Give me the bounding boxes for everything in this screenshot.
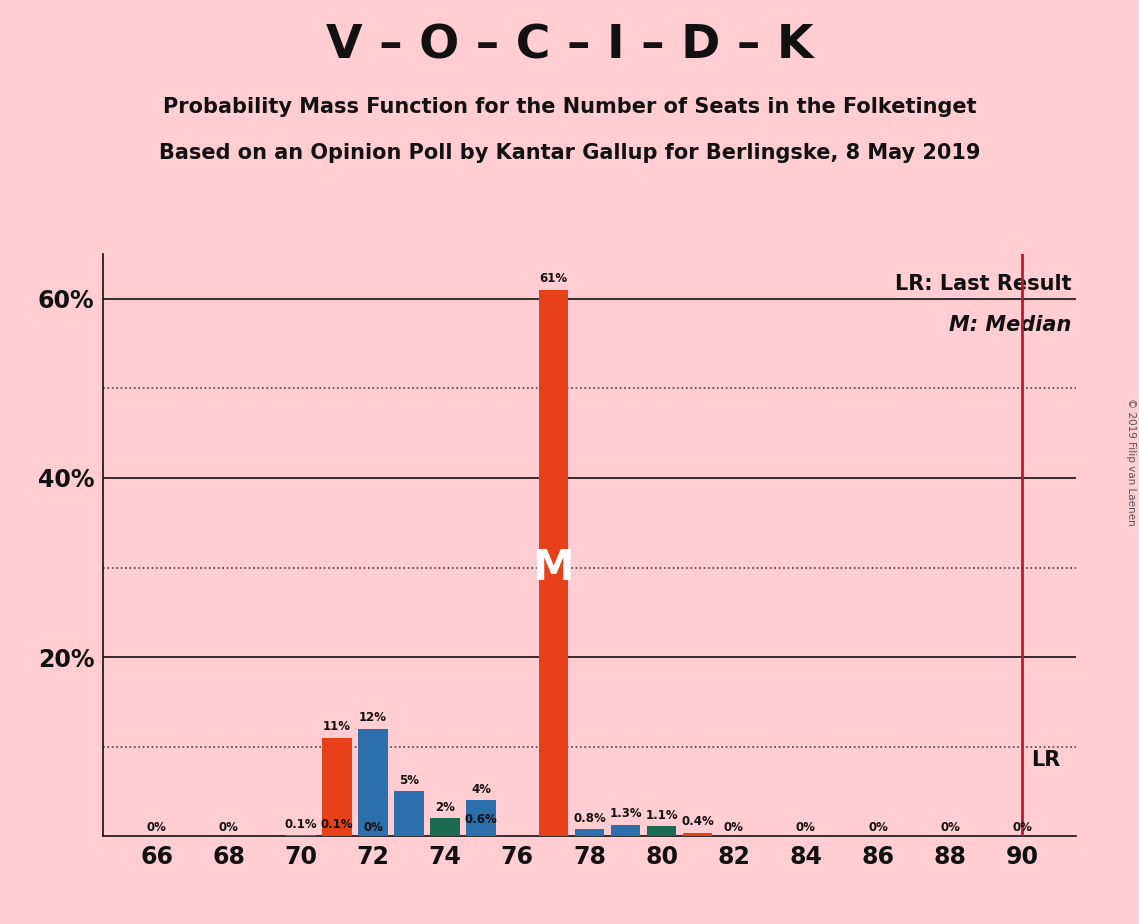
Text: 4%: 4% <box>472 783 491 796</box>
Text: 0.1%: 0.1% <box>285 818 317 831</box>
Text: Based on an Opinion Poll by Kantar Gallup for Berlingske, 8 May 2019: Based on an Opinion Poll by Kantar Gallu… <box>158 143 981 164</box>
Text: 1.1%: 1.1% <box>646 808 678 821</box>
Text: 0%: 0% <box>723 821 744 834</box>
Bar <box>575 829 604 836</box>
Bar <box>431 819 460 836</box>
Text: 0%: 0% <box>219 821 239 834</box>
Text: 0%: 0% <box>796 821 816 834</box>
Bar <box>683 833 712 836</box>
Text: 0%: 0% <box>1013 821 1032 834</box>
Bar <box>394 792 424 836</box>
Text: 0.6%: 0.6% <box>465 813 498 826</box>
Text: M: Median: M: Median <box>949 315 1072 335</box>
Text: 0%: 0% <box>147 821 166 834</box>
Bar <box>322 737 352 836</box>
Text: 0%: 0% <box>363 821 383 834</box>
Text: 0%: 0% <box>868 821 888 834</box>
Text: 12%: 12% <box>359 711 387 724</box>
Text: 0%: 0% <box>940 821 960 834</box>
Text: V – O – C – I – D – K: V – O – C – I – D – K <box>326 23 813 68</box>
Text: Probability Mass Function for the Number of Seats in the Folketinget: Probability Mass Function for the Number… <box>163 97 976 117</box>
Bar <box>467 831 495 836</box>
Bar <box>647 826 677 836</box>
Text: 5%: 5% <box>399 774 419 787</box>
Text: 61%: 61% <box>539 273 567 286</box>
Text: 0.4%: 0.4% <box>681 815 714 828</box>
Text: 2%: 2% <box>435 801 456 814</box>
Text: 0.8%: 0.8% <box>573 811 606 824</box>
Text: 11%: 11% <box>323 720 351 734</box>
Text: LR: Last Result: LR: Last Result <box>895 274 1072 295</box>
Bar <box>539 290 568 836</box>
Bar <box>359 729 387 836</box>
Text: 1.3%: 1.3% <box>609 807 641 821</box>
Text: LR: LR <box>1031 750 1060 770</box>
Bar <box>611 824 640 836</box>
Text: M: M <box>533 547 574 589</box>
Text: 0.1%: 0.1% <box>321 818 353 831</box>
Bar <box>467 800 495 836</box>
Text: © 2019 Filip van Laenen: © 2019 Filip van Laenen <box>1126 398 1136 526</box>
